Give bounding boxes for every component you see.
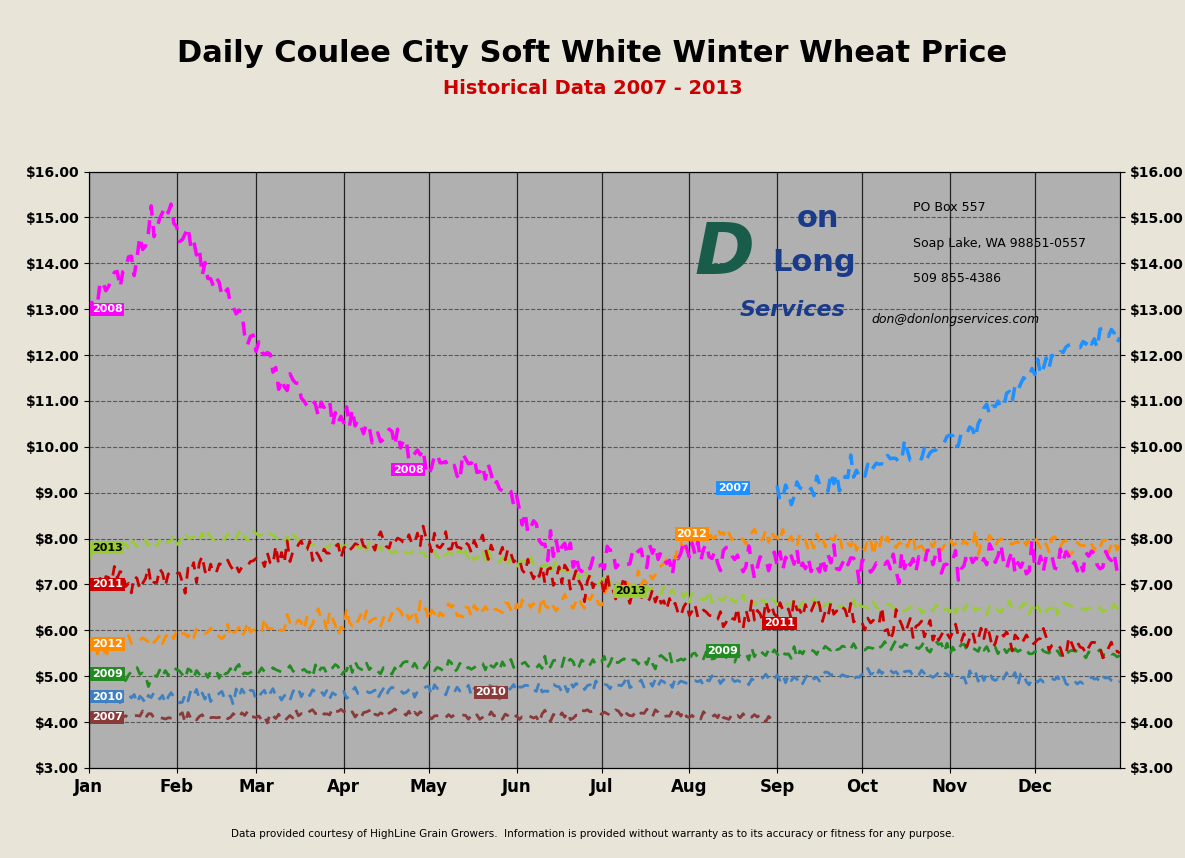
Text: don@donlongservices.com: don@donlongservices.com xyxy=(871,313,1039,326)
Text: Long: Long xyxy=(773,248,856,277)
Text: 2010: 2010 xyxy=(475,687,506,698)
Text: 2012: 2012 xyxy=(92,639,123,649)
Text: on: on xyxy=(798,204,840,233)
Text: 2007: 2007 xyxy=(718,483,749,493)
Text: Daily Coulee City Soft White Winter Wheat Price: Daily Coulee City Soft White Winter Whea… xyxy=(178,39,1007,68)
Text: Services: Services xyxy=(739,300,845,320)
Text: 2009: 2009 xyxy=(92,669,123,679)
Text: 2011: 2011 xyxy=(764,619,795,628)
Text: 2007: 2007 xyxy=(92,712,123,722)
Text: 2013: 2013 xyxy=(92,543,123,553)
Text: 2008: 2008 xyxy=(92,305,123,314)
Text: Data provided courtesy of HighLine Grain Growers.  Information is provided witho: Data provided courtesy of HighLine Grain… xyxy=(231,829,954,839)
Text: 2009: 2009 xyxy=(707,646,738,656)
Text: 2013: 2013 xyxy=(615,586,646,596)
Text: 509 855-4386: 509 855-4386 xyxy=(912,272,1000,285)
Text: 2012: 2012 xyxy=(677,529,707,539)
Text: PO Box 557: PO Box 557 xyxy=(912,201,985,214)
Text: 2008: 2008 xyxy=(393,465,424,474)
Text: 2010: 2010 xyxy=(92,692,123,702)
Text: Historical Data 2007 - 2013: Historical Data 2007 - 2013 xyxy=(443,79,742,98)
Text: Soap Lake, WA 98851-0557: Soap Lake, WA 98851-0557 xyxy=(912,237,1085,250)
Text: 2011: 2011 xyxy=(92,579,123,589)
Text: D: D xyxy=(694,221,754,289)
